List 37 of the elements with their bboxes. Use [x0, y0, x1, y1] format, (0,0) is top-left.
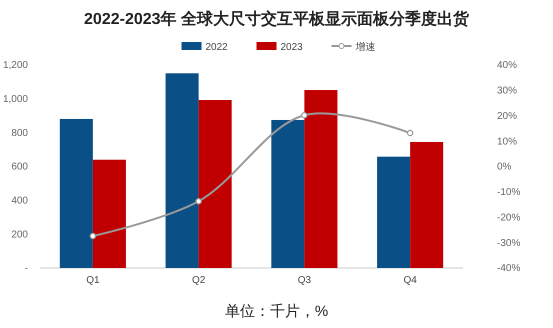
bar [271, 120, 304, 268]
bar [60, 118, 93, 268]
y-tick-label: 1,200 [2, 60, 28, 72]
y-tick-label: - [24, 263, 28, 274]
bar [92, 160, 126, 268]
bar [410, 142, 444, 268]
bar [198, 100, 232, 268]
y2-tick-label: 0% [497, 162, 512, 173]
point [90, 232, 96, 240]
x-tick-label: Q4 [403, 275, 418, 286]
y-tick-label: 600 [11, 162, 28, 173]
y2-tick-label: -20% [497, 212, 520, 224]
y-tick-label: 400 [11, 196, 28, 207]
y2-tick-label: 20% [497, 110, 518, 122]
point [406, 130, 414, 136]
x-tick-label: Q2 [192, 275, 206, 286]
y2-tick-label: 40% [497, 60, 518, 72]
point [195, 198, 202, 205]
y2-tick-label: -10% [497, 187, 520, 198]
y-tick-label: 1,000 [2, 94, 28, 106]
x-tick-label: Q3 [298, 275, 312, 286]
chart-title: 2022-2023年 全球大尺寸交互平板显示面板分季度出货 [84, 9, 470, 28]
point [301, 112, 308, 118]
y2-tick-label: 10% [497, 136, 518, 148]
legend-label: 2023 [280, 42, 304, 53]
y2-tick-label: 30% [497, 86, 518, 97]
text: 单位：千片，% [224, 303, 328, 320]
bar [166, 73, 199, 268]
y2-tick-label: -30% [497, 238, 520, 249]
y-tick-label: 800 [11, 128, 28, 139]
bar [304, 90, 338, 268]
x-tick-label: Q1 [86, 275, 100, 286]
y2-tick-label: -40% [497, 263, 520, 274]
legend-label: 增速 [354, 41, 376, 53]
y-tick-label: 200 [11, 229, 28, 240]
legend-label: 2022 [206, 42, 228, 53]
bar [377, 156, 410, 268]
